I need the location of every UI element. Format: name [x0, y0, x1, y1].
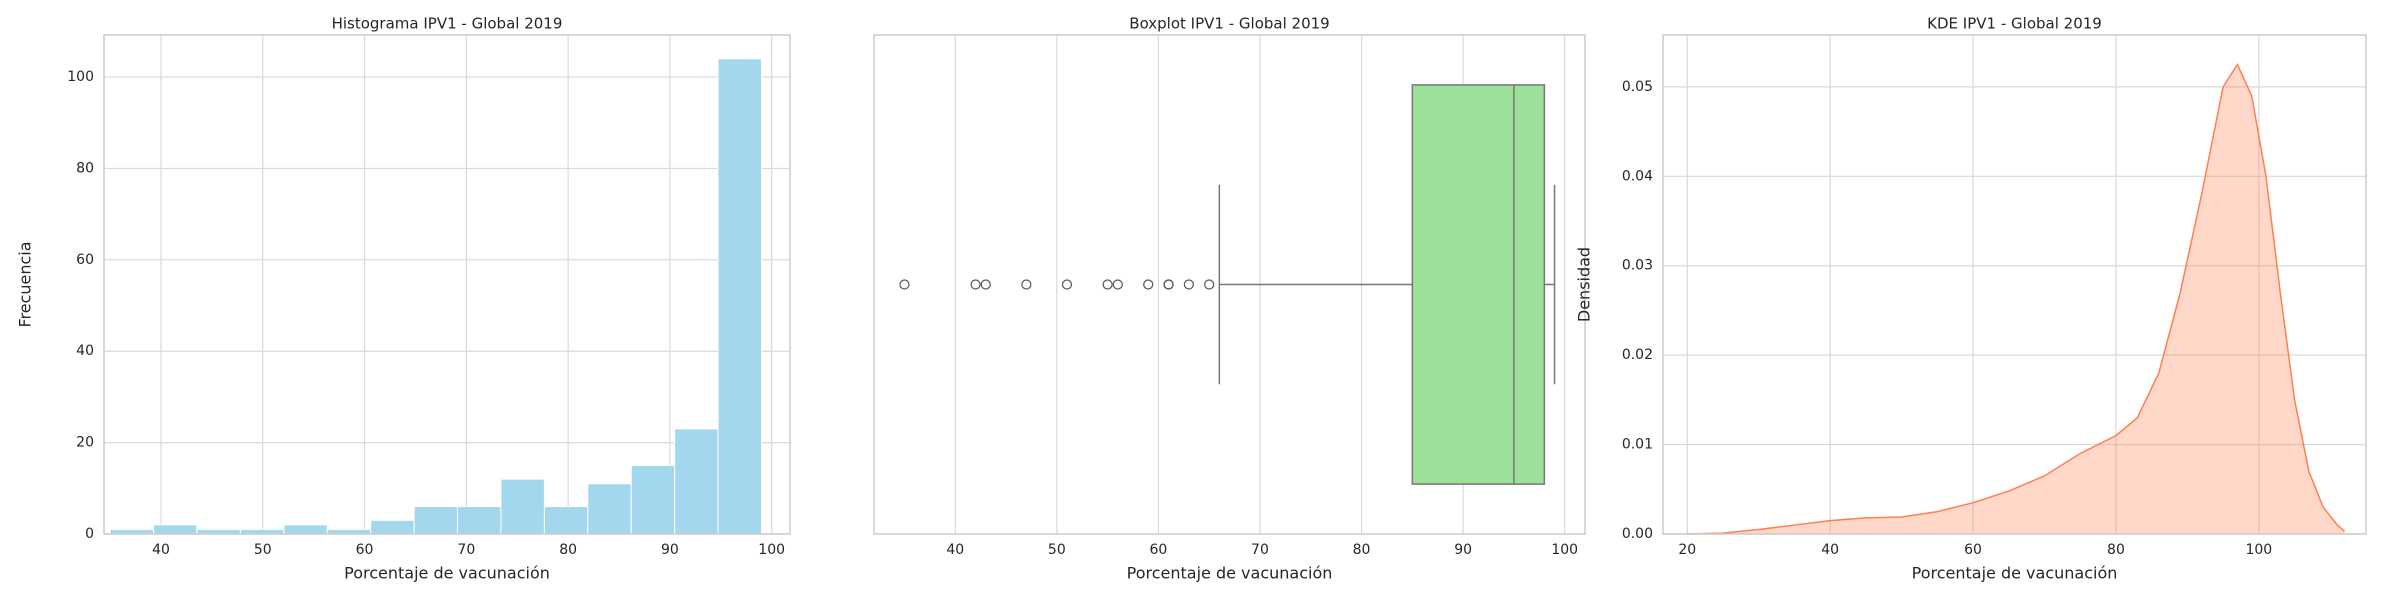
- bar: [370, 519, 415, 535]
- y-tick-label: 0.00: [1622, 526, 1653, 542]
- bar: [283, 524, 328, 535]
- outlier: [1061, 279, 1073, 290]
- bar: [153, 524, 198, 535]
- outlier: [1143, 279, 1154, 290]
- outlier: [1183, 279, 1194, 290]
- y-tick-label: 0.03: [1622, 258, 1653, 274]
- y-tick-label: 0.01: [1622, 437, 1653, 453]
- x-tick-label: 100: [1551, 542, 1578, 558]
- x-tick-label: 80: [2107, 542, 2125, 558]
- bar: [500, 478, 545, 535]
- chart-title: Boxplot IPV1 - Global 2019: [1129, 15, 1329, 33]
- bar: [543, 506, 589, 535]
- y-tick-label: 0: [85, 526, 94, 542]
- x-axis-label: Porcentaje de vacunación: [344, 564, 550, 583]
- x-tick-label: 100: [758, 542, 785, 558]
- kde-line: [1687, 62, 2346, 535]
- x-tick-label: 80: [1353, 542, 1371, 558]
- y-tick-label: 0.02: [1622, 347, 1653, 363]
- y-axis-label: Densidad: [1575, 247, 1594, 322]
- y-tick-label: 0.05: [1622, 79, 1653, 95]
- x-tick-label: 60: [1964, 542, 1982, 558]
- bar: [587, 483, 632, 535]
- chart-title: KDE IPV1 - Global 2019: [1927, 15, 2102, 33]
- outlier: [899, 279, 910, 290]
- outlier: [1112, 279, 1123, 290]
- y-tick-label: 80: [76, 160, 94, 176]
- x-tick-label: 40: [946, 542, 964, 558]
- outlier: [1021, 279, 1032, 290]
- y-axis-label: Frecuencia: [16, 241, 35, 327]
- y-tick-label: 60: [76, 252, 94, 268]
- y-tick-label: 100: [67, 69, 94, 85]
- x-tick-label: 80: [559, 542, 577, 558]
- outlier: [970, 279, 981, 290]
- outlier: [1204, 279, 1215, 290]
- chart-title: Histograma IPV1 - Global 2019: [332, 15, 563, 33]
- x-tick-label: 40: [152, 542, 170, 558]
- x-tick-label: 20: [1678, 542, 1696, 558]
- outlier: [1163, 279, 1174, 290]
- bar: [717, 58, 763, 535]
- x-tick-label: 60: [1149, 542, 1167, 558]
- x-tick-label: 90: [661, 542, 679, 558]
- box: [1411, 84, 1546, 485]
- bar: [674, 428, 719, 535]
- x-axis-label: Porcentaje de vacunación: [1127, 564, 1333, 583]
- x-tick-label: 70: [457, 542, 475, 558]
- bar: [630, 464, 676, 535]
- x-tick-label: 70: [1251, 542, 1269, 558]
- x-tick-label: 90: [1454, 542, 1472, 558]
- plot-frame: [873, 34, 1586, 535]
- x-tick-label: 60: [356, 542, 374, 558]
- x-tick-label: 100: [2245, 542, 2272, 558]
- plot-frame: [1662, 34, 2367, 535]
- y-tick-label: 20: [76, 435, 94, 451]
- kde-area: [1687, 64, 2345, 535]
- outlier: [980, 279, 991, 290]
- plot-frame: [103, 34, 791, 535]
- x-axis-label: Porcentaje de vacunación: [1912, 564, 2118, 583]
- y-tick-label: 0.04: [1622, 168, 1653, 184]
- x-tick-label: 40: [1821, 542, 1839, 558]
- y-tick-label: 40: [76, 343, 94, 359]
- bar: [456, 506, 502, 535]
- x-tick-label: 50: [254, 542, 272, 558]
- outlier: [1102, 279, 1113, 290]
- bar: [413, 506, 458, 535]
- x-tick-label: 50: [1048, 542, 1066, 558]
